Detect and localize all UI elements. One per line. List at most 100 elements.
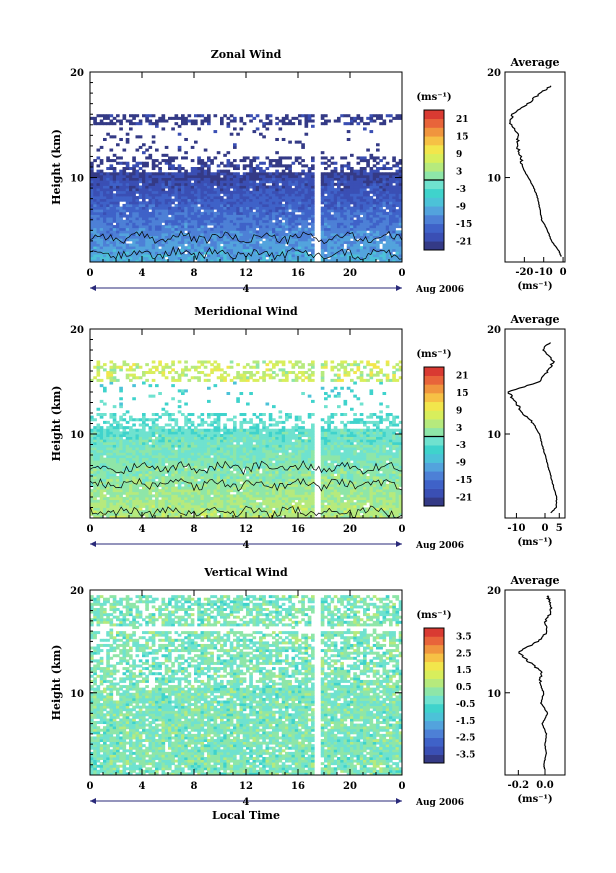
colorbar-swatch xyxy=(424,215,444,225)
heatmap-cell xyxy=(392,214,396,218)
heatmap-cell xyxy=(93,246,97,250)
heatmap-cell xyxy=(272,217,276,221)
heatmap-cell xyxy=(265,254,270,258)
heatmap-cell xyxy=(200,483,205,487)
heatmap-cell xyxy=(333,251,338,255)
heatmap-cell xyxy=(181,499,185,503)
heatmap-cell xyxy=(330,256,335,260)
heatmap-cell xyxy=(340,164,344,168)
heatmap-cell xyxy=(99,201,104,205)
heatmap-cell xyxy=(93,193,97,197)
heatmap-cell xyxy=(155,172,159,176)
heatmap-cell xyxy=(350,510,354,514)
heatmap-cell xyxy=(350,507,354,511)
heatmap-cell xyxy=(177,243,182,247)
heatmap-cell xyxy=(181,198,185,202)
heatmap-cell xyxy=(119,193,123,197)
heatmap-cell xyxy=(242,203,247,207)
heatmap-cell xyxy=(275,172,279,176)
heatmap-cell xyxy=(99,214,104,218)
heatmap-cell xyxy=(294,217,299,221)
heatmap-cell xyxy=(135,235,140,239)
heatmap-cell xyxy=(356,483,361,487)
heatmap-cell xyxy=(223,211,227,215)
heatmap-cell xyxy=(236,515,240,519)
heatmap-cell xyxy=(148,502,153,506)
heatmap-cell xyxy=(356,177,361,181)
heatmap-cell xyxy=(122,193,127,197)
heatmap-cell xyxy=(294,510,299,514)
heatmap-cell xyxy=(220,169,224,173)
heatmap-cell xyxy=(363,507,367,511)
heatmap-cell xyxy=(262,177,266,181)
heatmap-cell xyxy=(376,235,380,239)
heatmap-cell xyxy=(226,256,231,260)
heatmap-cell xyxy=(324,489,328,493)
heatmap-cell xyxy=(184,193,188,197)
heatmap-cell xyxy=(155,198,159,202)
heatmap-cell xyxy=(171,497,175,501)
heatmap-cell xyxy=(285,246,289,250)
heatmap-cell xyxy=(220,494,224,498)
heatmap-cell xyxy=(288,217,292,221)
heatmap-cell xyxy=(304,497,309,501)
heatmap-cell xyxy=(142,254,146,258)
heatmap-cell xyxy=(229,230,234,234)
heatmap-cell xyxy=(164,481,169,485)
heatmap-cell xyxy=(122,211,127,215)
heatmap-cell xyxy=(194,140,198,144)
heatmap-cell xyxy=(239,116,244,120)
heatmap-cell xyxy=(125,499,130,503)
heatmap-cell xyxy=(389,209,393,213)
heatmap-cell xyxy=(379,227,383,231)
heatmap-cell xyxy=(278,232,283,237)
heatmap-cell xyxy=(119,122,123,126)
heatmap-cell xyxy=(135,219,140,223)
heatmap-cell xyxy=(145,180,149,184)
heatmap-cell xyxy=(145,206,149,210)
heatmap-cell xyxy=(109,225,114,229)
heatmap-cell xyxy=(298,240,302,244)
heatmap-cell xyxy=(239,203,244,207)
heatmap-cell xyxy=(171,235,175,239)
heatmap-cell xyxy=(216,164,221,168)
heatmap-cell xyxy=(119,209,123,213)
heatmap-cell xyxy=(259,172,263,176)
heatmap-cell xyxy=(106,180,110,184)
heatmap-cell xyxy=(233,222,237,226)
heatmap-cell xyxy=(103,209,107,213)
heatmap-cell xyxy=(213,182,218,186)
heatmap-cell xyxy=(246,185,250,189)
heatmap-cell xyxy=(385,227,390,231)
heatmap-cell xyxy=(275,209,279,213)
heatmap-cell xyxy=(155,491,159,495)
heatmap-cell xyxy=(337,232,341,237)
colorbar-swatch xyxy=(424,162,444,172)
heatmap-cell xyxy=(145,182,149,186)
heatmap-cell xyxy=(369,515,374,519)
heatmap-cell xyxy=(239,174,244,178)
heatmap-cell xyxy=(151,174,156,178)
heatmap-cell xyxy=(265,235,270,239)
heatmap-cell xyxy=(161,235,166,239)
heatmap-cell xyxy=(353,119,357,123)
heatmap-cell xyxy=(278,515,283,519)
heatmap-cell xyxy=(174,238,179,242)
heatmap-cell xyxy=(122,169,127,173)
heatmap-cell xyxy=(333,507,338,511)
heatmap-cell xyxy=(109,182,114,186)
heatmap-cell xyxy=(252,167,257,171)
heatmap-cell xyxy=(93,227,97,231)
heatmap-cell xyxy=(285,497,289,501)
heatmap-cell xyxy=(288,497,292,501)
heatmap-cell xyxy=(324,481,328,485)
heatmap-cell xyxy=(229,243,234,247)
heatmap-cell xyxy=(155,232,159,237)
heatmap-cell xyxy=(99,180,104,184)
heatmap-cell xyxy=(252,203,257,207)
heatmap-cell xyxy=(291,211,296,215)
heatmap-cell xyxy=(255,230,260,234)
heatmap-cell xyxy=(109,198,114,202)
heatmap-cell xyxy=(385,254,390,258)
heatmap-cell xyxy=(151,185,156,189)
